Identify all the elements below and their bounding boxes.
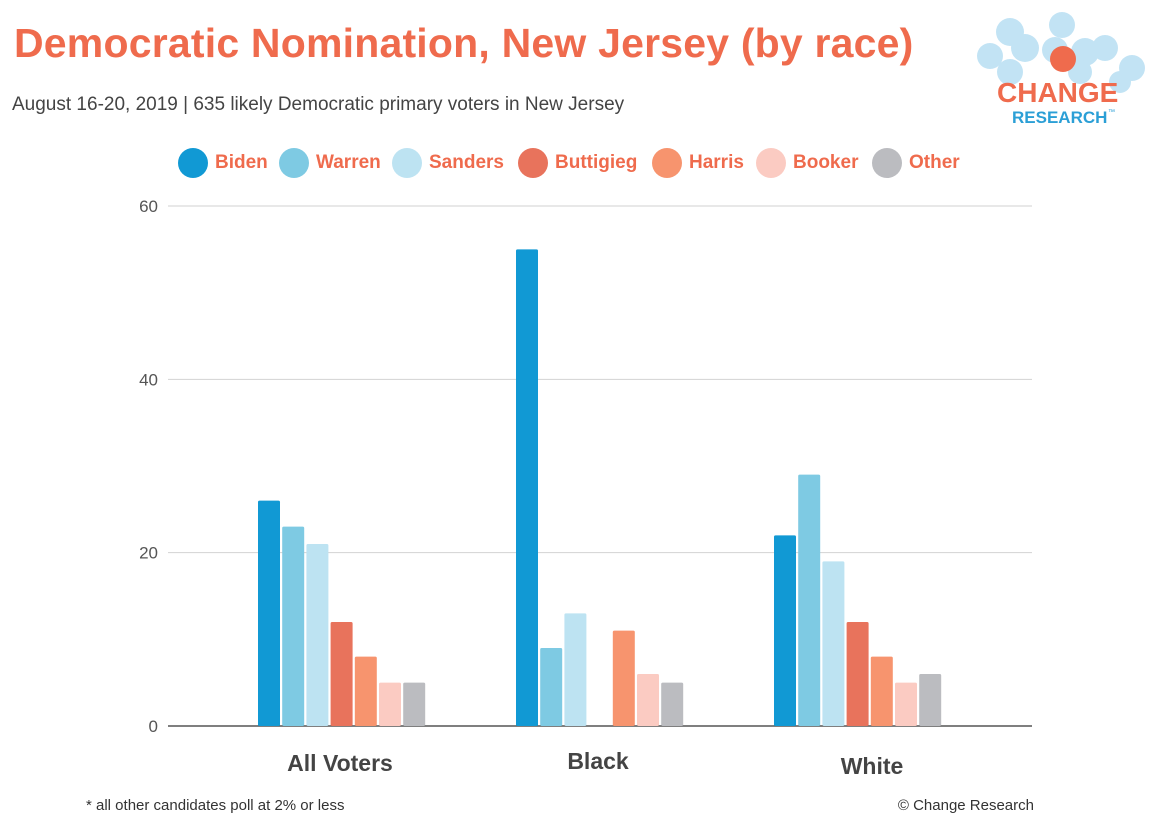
logo-line1: CHANGE (997, 77, 1118, 108)
legend-item-booker: Booker (756, 146, 858, 180)
legend-swatch (178, 148, 208, 178)
legend-item-harris: Harris (652, 146, 744, 180)
bar-biden-black (516, 249, 538, 727)
legend-label: Harris (689, 152, 744, 173)
bar-buttigieg-all-voters (330, 622, 353, 726)
logo-bubbles (977, 12, 1145, 93)
logo-tm: ™ (1108, 109, 1115, 116)
bar-buttigieg-white (846, 622, 869, 726)
bar-harris-white (870, 656, 893, 726)
bar-booker-all-voters (379, 682, 401, 726)
legend-label: Sanders (429, 152, 504, 173)
legend-item-warren: Warren (279, 146, 381, 180)
footnote: * all other candidates poll at 2% or les… (86, 797, 345, 814)
chart-subtitle: August 16-20, 2019 | 635 likely Democrat… (12, 94, 625, 115)
y-tick-label: 60 (139, 197, 158, 216)
bar-sanders-black (564, 613, 587, 726)
x-category-label: All Voters (287, 750, 393, 776)
legend-swatch (518, 148, 548, 178)
y-tick-label: 0 (149, 717, 158, 736)
bar-biden-all-voters (258, 500, 280, 726)
legend-swatch (279, 148, 309, 178)
bar-warren-all-voters (282, 526, 305, 726)
legend-swatch (756, 148, 786, 178)
legend-item-other: Other (872, 146, 960, 180)
x-category-label: Black (567, 748, 629, 774)
legend-label: Other (909, 152, 960, 173)
legend-item-biden: Biden (178, 146, 268, 180)
bar-booker-black (637, 674, 659, 726)
bar-sanders-all-voters (306, 544, 329, 726)
y-tick-label: 40 (139, 370, 158, 389)
legend-label: Booker (793, 152, 859, 173)
legend-item-sanders: Sanders (392, 146, 504, 180)
bar-other-black (661, 682, 684, 726)
change-research-logo: CHANGE RESEARCH ™ (977, 12, 1145, 127)
bar-other-all-voters (403, 682, 426, 726)
bar-other-white (919, 674, 942, 726)
legend-label: Biden (215, 152, 268, 173)
bar-biden-white (774, 535, 796, 726)
legend-label: Buttigieg (555, 152, 638, 173)
legend-swatch (392, 148, 422, 178)
bar-sanders-white (822, 561, 845, 726)
legend-swatch (652, 148, 682, 178)
logo-accent-dot (1050, 46, 1076, 72)
bar-harris-all-voters (354, 656, 377, 726)
bar-harris-black (612, 630, 635, 726)
bar-booker-white (895, 682, 917, 726)
legend-item-buttigieg: Buttigieg (518, 146, 637, 180)
credit: © Change Research (897, 797, 1034, 814)
logo-line2: RESEARCH (1012, 108, 1107, 127)
x-category-label: White (841, 753, 904, 779)
chart-title: Democratic Nomination, New Jersey (by ra… (14, 20, 914, 66)
chart-legend: Biden Warren Sanders Buttigieg Harris Booker O… (178, 146, 1078, 180)
y-tick-label: 20 (139, 544, 158, 563)
legend-label: Warren (316, 152, 381, 173)
legend-swatch (872, 148, 902, 178)
bar-warren-white (798, 474, 821, 726)
bar-warren-black (540, 648, 563, 726)
